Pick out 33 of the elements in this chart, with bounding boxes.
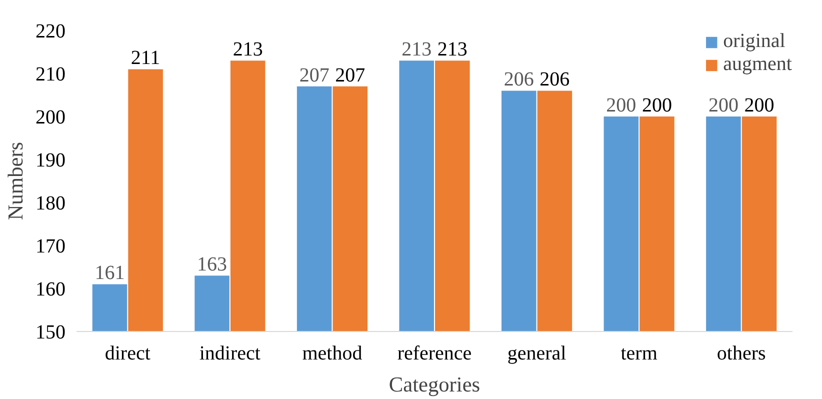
y-tick-label: 220 bbox=[36, 20, 66, 42]
data-label: 200 bbox=[642, 94, 672, 116]
data-label: 163 bbox=[197, 254, 228, 276]
x-tick-label: method bbox=[302, 342, 362, 364]
y-tick-label: 150 bbox=[36, 322, 66, 344]
data-label: 211 bbox=[130, 47, 160, 70]
data-label: 206 bbox=[504, 68, 534, 91]
y-tick-label: 190 bbox=[36, 150, 66, 172]
x-tick-label: reference bbox=[397, 342, 472, 364]
data-label: 200 bbox=[744, 94, 774, 116]
y-tick-label: 210 bbox=[36, 64, 66, 86]
data-label: 161 bbox=[94, 262, 125, 284]
y-tick-label: 170 bbox=[36, 236, 66, 258]
y-axis-title: Numbers bbox=[4, 142, 28, 220]
x-tick-label: general bbox=[507, 342, 567, 364]
y-tick-label: 200 bbox=[36, 106, 66, 128]
data-label: 206 bbox=[540, 68, 570, 91]
y-tick-label: 180 bbox=[36, 192, 66, 214]
data-label: 213 bbox=[402, 38, 432, 61]
data-label: 213 bbox=[232, 38, 263, 61]
y-tick-label: 160 bbox=[36, 278, 66, 300]
x-tick-label: direct bbox=[104, 342, 151, 364]
x-tick-label: others bbox=[716, 342, 766, 364]
x-tick-label: term bbox=[620, 342, 658, 364]
data-label: 213 bbox=[437, 38, 468, 61]
data-label: 200 bbox=[606, 94, 636, 116]
x-tick-label: indirect bbox=[199, 342, 261, 364]
data-label: 207 bbox=[335, 64, 366, 86]
data-label: 207 bbox=[299, 64, 330, 86]
x-axis-title: Categories bbox=[388, 372, 480, 396]
data-label: 200 bbox=[708, 94, 738, 116]
legend-label: augment bbox=[723, 53, 792, 76]
legend-label: original bbox=[723, 30, 786, 53]
